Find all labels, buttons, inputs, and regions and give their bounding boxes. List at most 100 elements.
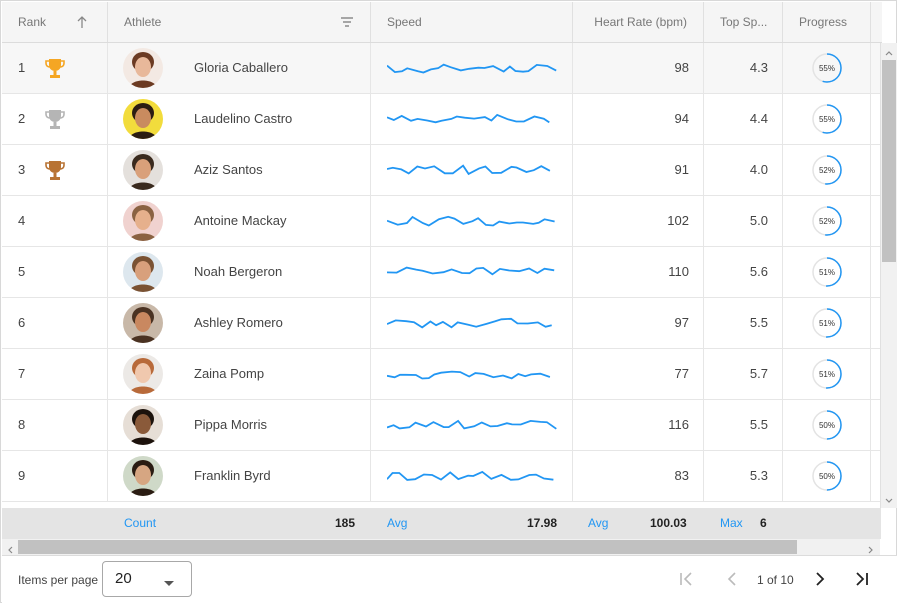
column-divider — [703, 451, 704, 501]
progress-value: 55% — [819, 115, 835, 124]
column-divider — [870, 298, 871, 348]
avatar — [123, 456, 163, 496]
column-header-progress[interactable]: Progress — [783, 2, 871, 42]
speed-sparkline — [387, 317, 552, 329]
column-divider — [107, 43, 108, 93]
column-divider — [107, 94, 108, 144]
scroll-down-icon[interactable] — [884, 493, 894, 511]
heart-rate-cell: 98 — [674, 60, 689, 75]
column-divider — [107, 196, 108, 246]
top-speed-cell: 5.6 — [749, 264, 768, 279]
table-row[interactable]: 3 Aziz Santos 91 4.0 52% — [2, 145, 881, 196]
first-page-icon[interactable] — [678, 571, 694, 592]
column-divider — [370, 196, 371, 246]
vertical-scrollbar[interactable] — [880, 43, 897, 508]
table-row[interactable]: 9 Franklin Byrd 83 5.3 50% — [2, 451, 881, 502]
filter-icon[interactable] — [340, 2, 354, 58]
column-divider — [107, 298, 108, 348]
grid-header: Rank Athlete Speed Heart Rate (bpm) Top … — [2, 2, 882, 43]
table-row[interactable]: 8 Pippa Morris 116 5.5 50% — [2, 400, 881, 451]
scroll-left-icon[interactable] — [5, 542, 15, 560]
rank-cell: 4 — [18, 213, 26, 228]
column-divider — [870, 94, 871, 144]
progress-value: 55% — [819, 64, 835, 73]
scroll-up-icon[interactable] — [884, 45, 894, 63]
scroll-right-icon[interactable] — [866, 542, 876, 560]
progress-value: 51% — [819, 319, 835, 328]
trophy-icon — [44, 57, 66, 79]
column-header-rank[interactable]: Rank — [2, 2, 108, 42]
progress-value: 50% — [819, 472, 835, 481]
column-header-label: Rank — [18, 15, 47, 29]
avg-speed-label: Avg — [387, 516, 408, 530]
column-divider — [370, 145, 371, 195]
vertical-scrollbar-thumb[interactable] — [882, 60, 896, 262]
table-row[interactable]: 1 Gloria Caballero 98 4.3 55% — [2, 43, 881, 94]
table-row[interactable]: 7 Zaina Pomp 77 5.7 51% — [2, 349, 881, 400]
heart-rate-cell: 110 — [668, 264, 689, 279]
column-divider — [782, 298, 783, 348]
column-divider — [107, 145, 108, 195]
heart-rate-cell: 91 — [674, 162, 689, 177]
previous-page-icon[interactable] — [724, 571, 740, 592]
column-divider — [703, 400, 704, 450]
column-header-top-speed[interactable]: Top Sp... — [704, 2, 783, 42]
avatar — [123, 252, 163, 292]
rank-cell: 7 — [18, 366, 26, 381]
athlete-name: Antoine Mackay — [194, 213, 287, 228]
page-info: 1 of 10 — [757, 573, 794, 587]
progress-ring: 55% — [812, 53, 842, 83]
column-divider — [572, 451, 573, 501]
sort-ascending-icon[interactable] — [76, 2, 88, 58]
avatar — [123, 354, 163, 394]
table-row[interactable]: 6 Ashley Romero 97 5.5 51% — [2, 298, 881, 349]
column-divider — [370, 94, 371, 144]
column-divider — [703, 94, 704, 144]
speed-sparkline — [387, 215, 555, 227]
column-divider — [703, 43, 704, 93]
athlete-name: Noah Bergeron — [194, 264, 283, 279]
column-divider — [572, 145, 573, 195]
horizontal-scrollbar[interactable] — [2, 539, 880, 555]
table-row[interactable]: 5 Noah Bergeron 110 5.6 51% — [2, 247, 881, 298]
athlete-name: Franklin Byrd — [194, 468, 271, 483]
next-page-icon[interactable] — [812, 571, 828, 592]
trophy-icon — [44, 159, 66, 181]
top-speed-cell: 4.4 — [749, 111, 768, 126]
avg-heart-rate-value: 100.03 — [650, 516, 687, 530]
avatar — [123, 201, 163, 241]
rank-cell: 2 — [18, 111, 26, 126]
heart-rate-cell: 94 — [674, 111, 689, 126]
column-header-label: Progress — [799, 15, 848, 29]
progress-ring: 51% — [812, 359, 842, 389]
column-header-label: Speed — [387, 15, 422, 29]
top-speed-cell: 5.7 — [749, 366, 768, 381]
count-value: 185 — [335, 516, 356, 530]
column-divider — [782, 94, 783, 144]
speed-sparkline — [387, 419, 557, 430]
top-speed-cell: 5.5 — [749, 315, 768, 330]
table-row[interactable]: 2 Laudelino Castro 94 4.4 55% — [2, 94, 881, 145]
progress-value: 52% — [819, 166, 835, 175]
rank-cell: 6 — [18, 315, 26, 330]
column-divider — [703, 298, 704, 348]
column-header-athlete[interactable]: Athlete — [108, 2, 371, 42]
speed-sparkline — [387, 63, 557, 74]
column-divider — [572, 247, 573, 297]
column-header-heart-rate[interactable]: Heart Rate (bpm) — [573, 2, 704, 42]
top-speed-cell: 5.3 — [749, 468, 768, 483]
column-divider — [370, 43, 371, 93]
rank-cell: 9 — [18, 468, 26, 483]
horizontal-scrollbar-thumb[interactable] — [18, 540, 797, 554]
items-per-page-select[interactable]: 20 — [102, 561, 192, 597]
last-page-icon[interactable] — [854, 571, 870, 592]
rank-cell: 8 — [18, 417, 26, 432]
top-speed-cell: 4.3 — [749, 60, 768, 75]
progress-value: 51% — [819, 268, 835, 277]
heart-rate-cell: 77 — [674, 366, 689, 381]
column-divider — [107, 247, 108, 297]
column-header-speed[interactable]: Speed — [371, 2, 573, 42]
column-header-label: Athlete — [124, 15, 162, 29]
table-row[interactable]: 4 Antoine Mackay 102 5.0 52% — [2, 196, 881, 247]
